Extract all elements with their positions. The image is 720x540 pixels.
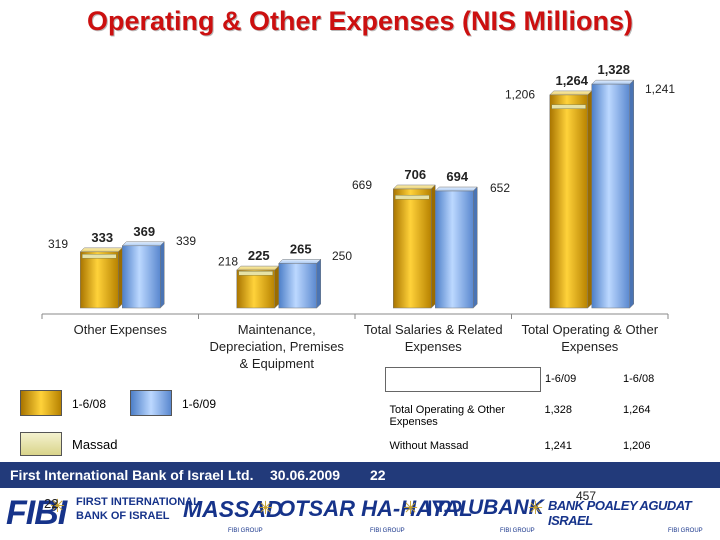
logo-strip: FIBI ✳ FIRST INTERNATIONAL BANK OF ISRAE… [0,488,720,540]
summary-table: 1-6/09 1-6/08 Total Operating & Other Ex… [385,367,697,458]
summary-label-without-massad: Without Massad [389,439,469,452]
category-label: Expenses [561,339,619,354]
bar-0608 [393,188,432,309]
bar-side-face [587,90,592,309]
massad-marker [238,271,273,276]
massad-marker [82,253,117,259]
bar-side-face [118,247,123,309]
massad-marker [551,104,586,109]
fibi-seal-icon: ✳ [50,496,66,516]
category-label: & Equipment [240,356,315,371]
bar-top-face [121,241,165,247]
summary-header-0609: 1-6/09 [545,372,577,385]
bar-value-label: 1,264 [555,73,588,88]
poaley-logo: BANK POALEY AGUDAT ISRAEL [548,498,692,528]
summary-value-total-0608: 1,264 [623,403,651,416]
without-massad-value-label: 339 [176,234,196,248]
summary-header-row: 1-6/09 1-6/08 [385,367,698,392]
bar-0608 [80,251,119,309]
overlay-number-left: 22 [44,496,59,511]
bar-top-face [392,184,436,190]
hebrew-logo: כנדן [427,496,463,517]
without-massad-value-label: 652 [490,181,510,195]
bar-0608 [236,269,275,309]
category-label: Expenses [405,339,463,354]
bar-0608 [549,94,588,309]
bar-top-face [434,186,478,192]
summary-label-total: Total Operating & Other Expenses [386,392,541,434]
legend-swatch-0609 [130,390,172,416]
legend-swatch-massad [20,432,62,456]
page-title: Operating & Other Expenses (NIS Millions… [86,6,634,36]
summary-label-total-line2: Expenses [389,416,438,428]
poaley-group-label: FIBI GROUP [668,528,703,534]
fibi-logo: FIBI [6,494,67,532]
massad-group-label: FIBI GROUP [228,528,263,534]
overlay-number-right: 457 [576,489,597,503]
massad-value-label: 1,206 [505,88,535,102]
summary-row-without-massad: Without Massad 1,241 1,206 [386,434,698,458]
bar-side-face [431,184,436,309]
category-label: Total Salaries & Related [364,322,503,337]
footer-bar: First International Bank of Israel Ltd. … [0,462,720,488]
summary-header-0608: 1-6/08 [623,372,655,385]
otsar-logo: OTSAR HA-HAYAL [278,496,473,521]
category-label: Other Expenses [74,322,168,337]
category-label: Maintenance, [238,322,316,337]
summary-label-total-line1: Total Operating & Other [389,404,506,416]
legend-label-0608: 1-6/08 [72,397,107,411]
bar-top-face [278,259,322,264]
otsar-group-label: FIBI GROUP [370,528,405,534]
bar-value-label: 369 [133,224,155,239]
summary-row-total: Total Operating & Other Expenses 1,328 1… [386,392,698,434]
bar-top-face [79,247,123,253]
bar-0609 [435,190,474,309]
without-massad-value-label: 250 [332,249,352,263]
category-label: Total Operating & Other [521,322,658,337]
expenses-chart: 333 369 319 339 Other Expenses 225 265 218 250 Ma… [41,62,675,371]
bar-value-label: 694 [446,169,468,184]
footer-bank-name: First International Bank of Israel Ltd. [10,467,254,483]
ubank-group-label: FIBI GROUP [500,528,535,534]
bar-value-label: 265 [290,241,312,256]
massad-value-label: 669 [352,178,372,192]
fibi-full-name-line1: FIRST INTERNATIONAL [76,496,200,508]
bar-top-face [549,90,593,96]
summary-value-without-massad-0608: 1,206 [623,439,651,452]
massad-marker [395,194,430,200]
bar-0609 [591,83,630,309]
bar-value-label: 1,328 [597,62,630,77]
otsar-seal-icon: ✳ [403,498,419,518]
summary-value-without-massad-0609: 1,241 [544,439,573,452]
bar-top-face [236,265,280,271]
massad-value-label: 218 [218,254,238,268]
bar-top-face [591,79,635,85]
bar-side-face [629,79,634,309]
summary-value-total-0609: 1,328 [544,403,573,416]
legend-label-0609: 1-6/09 [182,397,217,411]
without-massad-value-label: 1,241 [645,82,675,96]
footer-date: 30.06.2009 [270,467,341,483]
footer-page-number: 22 [370,467,386,483]
category-label: Depreciation, Premises [210,339,345,354]
bar-side-face [316,258,321,309]
ubank-logo: UBANK [468,496,544,519]
summary-header-blank [385,367,541,392]
bar-value-label: 706 [404,167,426,182]
bar-0609 [278,263,317,309]
fibi-full-name-line2: BANK OF ISRAEL [76,510,170,522]
legend-swatch-0608 [20,390,62,416]
massad-value-label: 319 [48,237,68,251]
bar-side-face [160,241,165,309]
legend-label-massad: Massad [72,437,118,452]
bar-value-label: 333 [91,230,113,245]
bar-value-label: 225 [248,248,270,263]
bar-0609 [122,245,161,309]
bar-side-face [473,186,478,309]
ubank-seal-icon: ✳ [528,498,544,518]
bar-side-face [274,265,279,309]
massad-seal-icon: ✳ [258,498,274,518]
massad-logo: MASSAD [183,496,283,522]
